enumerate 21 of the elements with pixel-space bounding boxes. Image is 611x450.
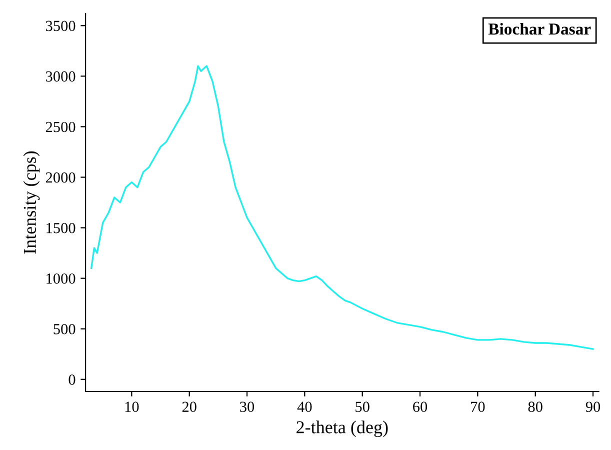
y-axis-title: Intensity (cps) <box>23 151 40 254</box>
y-tick-label: 1500 <box>46 222 76 234</box>
y-tick-label: 3500 <box>46 20 76 32</box>
x-tick-label: 80 <box>528 402 542 412</box>
y-tick-label: 2000 <box>46 172 76 183</box>
y-tick-label: 0 <box>68 374 76 385</box>
line-series <box>90 65 594 350</box>
x-tick-label: 50 <box>356 402 370 412</box>
x-tick-label: 10 <box>125 402 139 412</box>
y-tick-label: 500 <box>54 324 76 334</box>
y-tick-label: 2500 <box>46 122 76 132</box>
x-tick-label: 70 <box>471 402 485 412</box>
x-tick-label: 60 <box>413 402 428 412</box>
x-tick-label: 90 <box>586 402 600 412</box>
x-tick-label: 40 <box>297 402 312 412</box>
x-axis-title: 2-theta (deg) <box>296 420 388 438</box>
y-tick-label: 1000 <box>46 273 76 284</box>
y-tick-label: 3000 <box>46 71 76 82</box>
x-tick-label: 20 <box>182 402 196 412</box>
annotation: Biochar Dasar <box>488 22 591 35</box>
x-tick-label: 30 <box>240 402 254 412</box>
